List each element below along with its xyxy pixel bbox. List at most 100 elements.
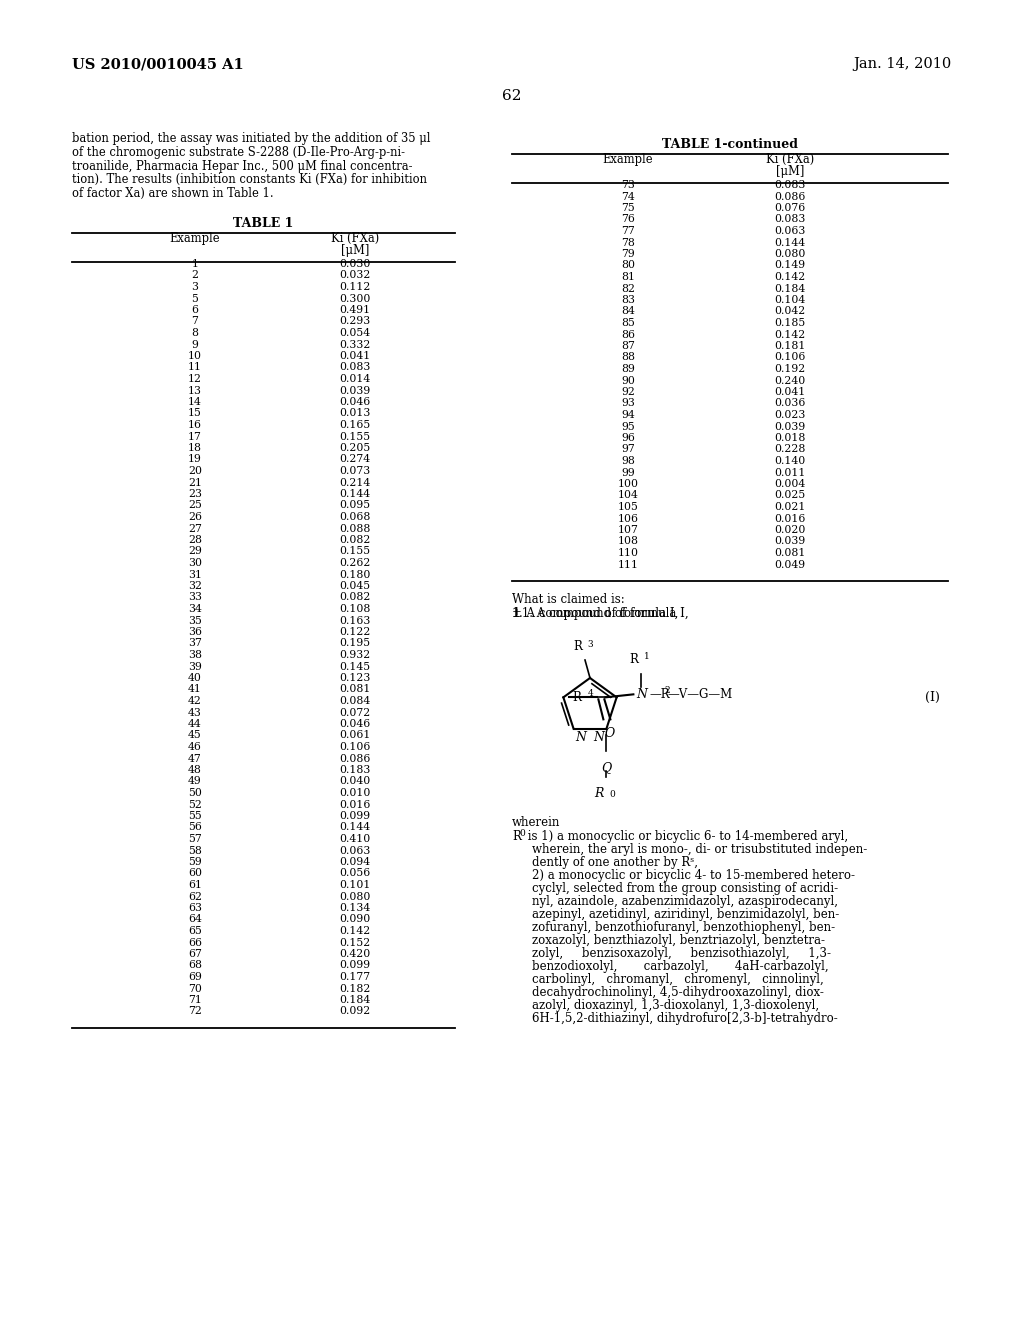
Text: 95: 95 bbox=[622, 421, 635, 432]
Text: 0.142: 0.142 bbox=[774, 272, 806, 282]
Text: 107: 107 bbox=[617, 525, 638, 535]
Text: 0.025: 0.025 bbox=[774, 491, 806, 500]
Text: bation period, the assay was initiated by the addition of 35 μl: bation period, the assay was initiated b… bbox=[72, 132, 430, 145]
Text: 5: 5 bbox=[191, 293, 199, 304]
Text: 0.084: 0.084 bbox=[339, 696, 371, 706]
Text: 0.145: 0.145 bbox=[339, 661, 371, 672]
Text: Example: Example bbox=[603, 153, 653, 166]
Text: 0.081: 0.081 bbox=[774, 548, 806, 558]
Text: carbolinyl,   chromanyl,   chromenyl,   cinnolinyl,: carbolinyl, chromanyl, chromenyl, cinnol… bbox=[532, 973, 823, 986]
Text: 0.080: 0.080 bbox=[774, 249, 806, 259]
Text: 0.041: 0.041 bbox=[339, 351, 371, 360]
Text: 0.016: 0.016 bbox=[774, 513, 806, 524]
Text: 0.140: 0.140 bbox=[774, 455, 806, 466]
Text: R: R bbox=[573, 640, 582, 653]
Text: 0.101: 0.101 bbox=[339, 880, 371, 890]
Text: 47: 47 bbox=[188, 754, 202, 763]
Text: 34: 34 bbox=[188, 605, 202, 614]
Text: 0.068: 0.068 bbox=[339, 512, 371, 521]
Text: 0.082: 0.082 bbox=[339, 593, 371, 602]
Text: 0.293: 0.293 bbox=[339, 317, 371, 326]
Text: 36: 36 bbox=[188, 627, 202, 638]
Text: 18: 18 bbox=[188, 444, 202, 453]
Text: 11: 11 bbox=[188, 363, 202, 372]
Text: zoxazolyl, benzthiazolyl, benztriazolyl, benztetra-: zoxazolyl, benzthiazolyl, benztriazolyl,… bbox=[532, 935, 825, 946]
Text: 38: 38 bbox=[188, 649, 202, 660]
Text: wherein, the aryl is mono-, di- or trisubstituted indepen-: wherein, the aryl is mono-, di- or trisu… bbox=[532, 843, 867, 855]
Text: 0.011: 0.011 bbox=[774, 467, 806, 478]
Text: 52: 52 bbox=[188, 800, 202, 809]
Text: 0.081: 0.081 bbox=[339, 685, 371, 694]
Text: R: R bbox=[594, 787, 603, 800]
Text: 0.039: 0.039 bbox=[339, 385, 371, 396]
Text: 29: 29 bbox=[188, 546, 202, 557]
Text: 0.180: 0.180 bbox=[339, 569, 371, 579]
Text: Example: Example bbox=[170, 232, 220, 246]
Text: Jan. 14, 2010: Jan. 14, 2010 bbox=[854, 57, 952, 71]
Text: 92: 92 bbox=[622, 387, 635, 397]
Text: 3: 3 bbox=[191, 282, 199, 292]
Text: 0.123: 0.123 bbox=[339, 673, 371, 682]
Text: 0.042: 0.042 bbox=[774, 306, 806, 317]
Text: 0.177: 0.177 bbox=[339, 972, 371, 982]
Text: 0: 0 bbox=[519, 829, 524, 838]
Text: 61: 61 bbox=[188, 880, 202, 890]
Text: dently of one another by Rˢ,: dently of one another by Rˢ, bbox=[532, 855, 698, 869]
Text: 105: 105 bbox=[617, 502, 638, 512]
Text: 0.095: 0.095 bbox=[339, 500, 371, 511]
Text: 28: 28 bbox=[188, 535, 202, 545]
Text: 100: 100 bbox=[617, 479, 639, 488]
Text: 15: 15 bbox=[188, 408, 202, 418]
Text: 19: 19 bbox=[188, 454, 202, 465]
Text: 6H-1,5,2-dithiazinyl, dihydrofuro[2,3-b]-tetrahydro-: 6H-1,5,2-dithiazinyl, dihydrofuro[2,3-b]… bbox=[532, 1012, 838, 1026]
Text: 0.932: 0.932 bbox=[339, 649, 371, 660]
Text: of factor Xa) are shown in Table 1.: of factor Xa) are shown in Table 1. bbox=[72, 187, 273, 201]
Text: 0.214: 0.214 bbox=[339, 478, 371, 487]
Text: 68: 68 bbox=[188, 961, 202, 970]
Text: 0.491: 0.491 bbox=[339, 305, 371, 315]
Text: 0.195: 0.195 bbox=[339, 639, 371, 648]
Text: 0.149: 0.149 bbox=[774, 260, 806, 271]
Text: US 2010/0010045 A1: US 2010/0010045 A1 bbox=[72, 57, 244, 71]
Text: 0.142: 0.142 bbox=[339, 927, 371, 936]
Text: 0.041: 0.041 bbox=[774, 387, 806, 397]
Text: zolyl,     benzisoxazolyl,     benzisothiazolyl,     1,3-: zolyl, benzisoxazolyl, benzisothiazolyl,… bbox=[532, 946, 831, 960]
Text: 0.262: 0.262 bbox=[339, 558, 371, 568]
Text: 0.184: 0.184 bbox=[339, 995, 371, 1005]
Text: 0.185: 0.185 bbox=[774, 318, 806, 327]
Text: 0.155: 0.155 bbox=[339, 432, 371, 441]
Text: 0.032: 0.032 bbox=[339, 271, 371, 281]
Text: 0.108: 0.108 bbox=[339, 605, 371, 614]
Text: 27: 27 bbox=[188, 524, 202, 533]
Text: 13: 13 bbox=[188, 385, 202, 396]
Text: 0.106: 0.106 bbox=[339, 742, 371, 752]
Text: 7: 7 bbox=[191, 317, 199, 326]
Text: 69: 69 bbox=[188, 972, 202, 982]
Text: zofuranyl, benzothiofuranyl, benzothiophenyl, ben-: zofuranyl, benzothiofuranyl, benzothioph… bbox=[532, 921, 836, 935]
Text: 0.144: 0.144 bbox=[774, 238, 806, 248]
Text: 0.099: 0.099 bbox=[339, 961, 371, 970]
Text: 1: 1 bbox=[644, 652, 650, 661]
Text: 49: 49 bbox=[188, 776, 202, 787]
Text: 0.063: 0.063 bbox=[339, 846, 371, 855]
Text: 0.049: 0.049 bbox=[774, 560, 806, 569]
Text: 0.182: 0.182 bbox=[339, 983, 371, 994]
Text: 87: 87 bbox=[622, 341, 635, 351]
Text: 0.332: 0.332 bbox=[339, 339, 371, 350]
Text: 43: 43 bbox=[188, 708, 202, 718]
Text: nyl, azaindole, azabenzimidazolyl, azaspirodecanyl,: nyl, azaindole, azabenzimidazolyl, azasp… bbox=[532, 895, 838, 908]
Text: 81: 81 bbox=[621, 272, 635, 282]
Text: 80: 80 bbox=[621, 260, 635, 271]
Text: 39: 39 bbox=[188, 661, 202, 672]
Text: 78: 78 bbox=[622, 238, 635, 248]
Text: 0.094: 0.094 bbox=[339, 857, 371, 867]
Text: 88: 88 bbox=[621, 352, 635, 363]
Text: 1: 1 bbox=[512, 607, 520, 620]
Text: Ki (FXa): Ki (FXa) bbox=[766, 153, 814, 166]
Text: 84: 84 bbox=[622, 306, 635, 317]
Text: 0.155: 0.155 bbox=[339, 546, 371, 557]
Text: 0.056: 0.056 bbox=[339, 869, 371, 879]
Text: 72: 72 bbox=[188, 1006, 202, 1016]
Text: R: R bbox=[630, 653, 638, 667]
Text: 0.073: 0.073 bbox=[339, 466, 371, 477]
